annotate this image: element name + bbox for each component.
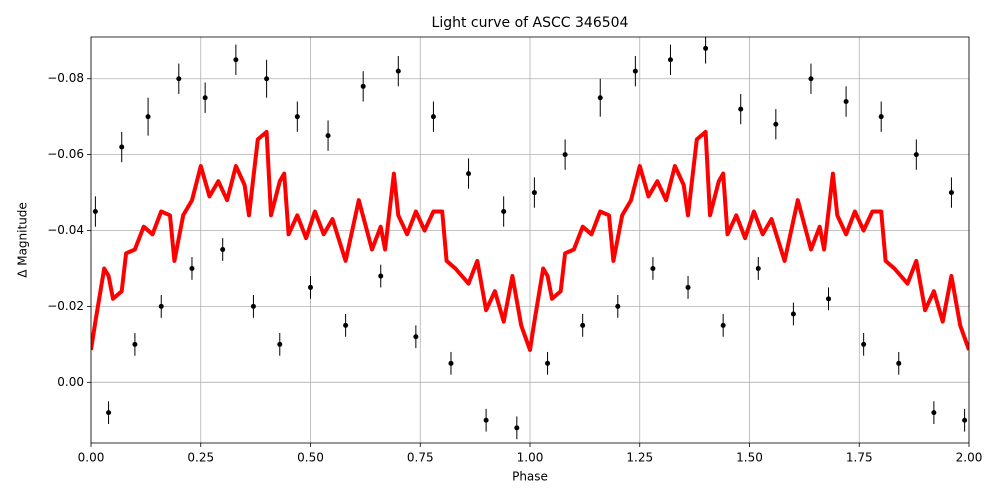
y-axis-label: Δ Magnitude — [16, 202, 30, 278]
data-point — [176, 76, 182, 82]
data-point — [913, 152, 919, 158]
data-point — [514, 425, 520, 431]
data-point — [720, 322, 726, 328]
y-tick-label: −0.02 — [47, 299, 84, 313]
data-point — [106, 410, 112, 416]
data-point — [790, 311, 796, 317]
x-tick-label: 0.50 — [297, 451, 324, 465]
data-point — [308, 284, 313, 290]
x-tick-label: 0.75 — [407, 451, 434, 465]
y-tick-label: −0.04 — [47, 223, 84, 237]
data-point — [220, 246, 226, 252]
data-point — [378, 273, 384, 279]
data-point — [145, 114, 151, 120]
model-line — [91, 129, 969, 352]
data-point — [650, 265, 656, 271]
chart-title: Light curve of ASCC 346504 — [432, 15, 629, 31]
data-point — [632, 68, 638, 74]
data-point — [189, 265, 195, 271]
data-point — [755, 265, 761, 271]
data-point — [962, 417, 968, 423]
data-point — [861, 341, 867, 347]
x-axis-label: Phase — [512, 470, 548, 484]
data-point — [501, 209, 507, 215]
data-point — [896, 360, 902, 366]
x-tick-label: 0.00 — [78, 451, 105, 465]
data-point — [738, 106, 744, 112]
data-point — [360, 83, 366, 89]
x-tick-label: 2.00 — [956, 451, 983, 465]
plot-frame — [90, 36, 970, 444]
data-point — [294, 114, 300, 120]
data-point — [158, 303, 164, 309]
data-point — [413, 334, 419, 340]
data-point — [448, 360, 454, 366]
data-point — [325, 133, 331, 139]
x-tick-label: 1.50 — [736, 451, 763, 465]
data-point — [119, 144, 125, 150]
data-point — [395, 68, 401, 74]
data-point — [483, 417, 489, 423]
data-point — [878, 114, 884, 120]
data-point — [92, 209, 98, 215]
x-tick-label: 1.75 — [846, 451, 873, 465]
data-point — [233, 57, 239, 63]
y-tick-label: −0.08 — [47, 71, 84, 85]
data-point — [773, 121, 779, 127]
x-tick-label: 1.25 — [626, 451, 653, 465]
data-point — [545, 360, 551, 366]
data-point — [531, 190, 537, 196]
data-point — [948, 190, 954, 196]
x-tick-label: 0.25 — [187, 451, 214, 465]
data-point — [685, 284, 691, 290]
data-point — [343, 322, 349, 328]
data-point — [466, 171, 472, 177]
data-point — [580, 322, 586, 328]
y-tick-label: 0.00 — [57, 375, 84, 389]
data-point — [826, 296, 832, 302]
data-point — [430, 114, 436, 120]
data-point — [808, 76, 814, 82]
data-point — [202, 95, 208, 101]
data-point — [132, 341, 138, 347]
data-point — [562, 152, 568, 158]
data-point — [615, 303, 621, 309]
data-point — [277, 341, 283, 347]
data-point — [250, 303, 256, 309]
data-point — [597, 95, 603, 101]
data-point — [843, 99, 849, 105]
data-point — [667, 57, 673, 63]
data-point — [931, 410, 937, 416]
data-point — [703, 45, 709, 51]
x-tick-label: 1.00 — [517, 451, 544, 465]
data-point — [264, 76, 270, 82]
y-tick-label: −0.06 — [47, 147, 84, 161]
